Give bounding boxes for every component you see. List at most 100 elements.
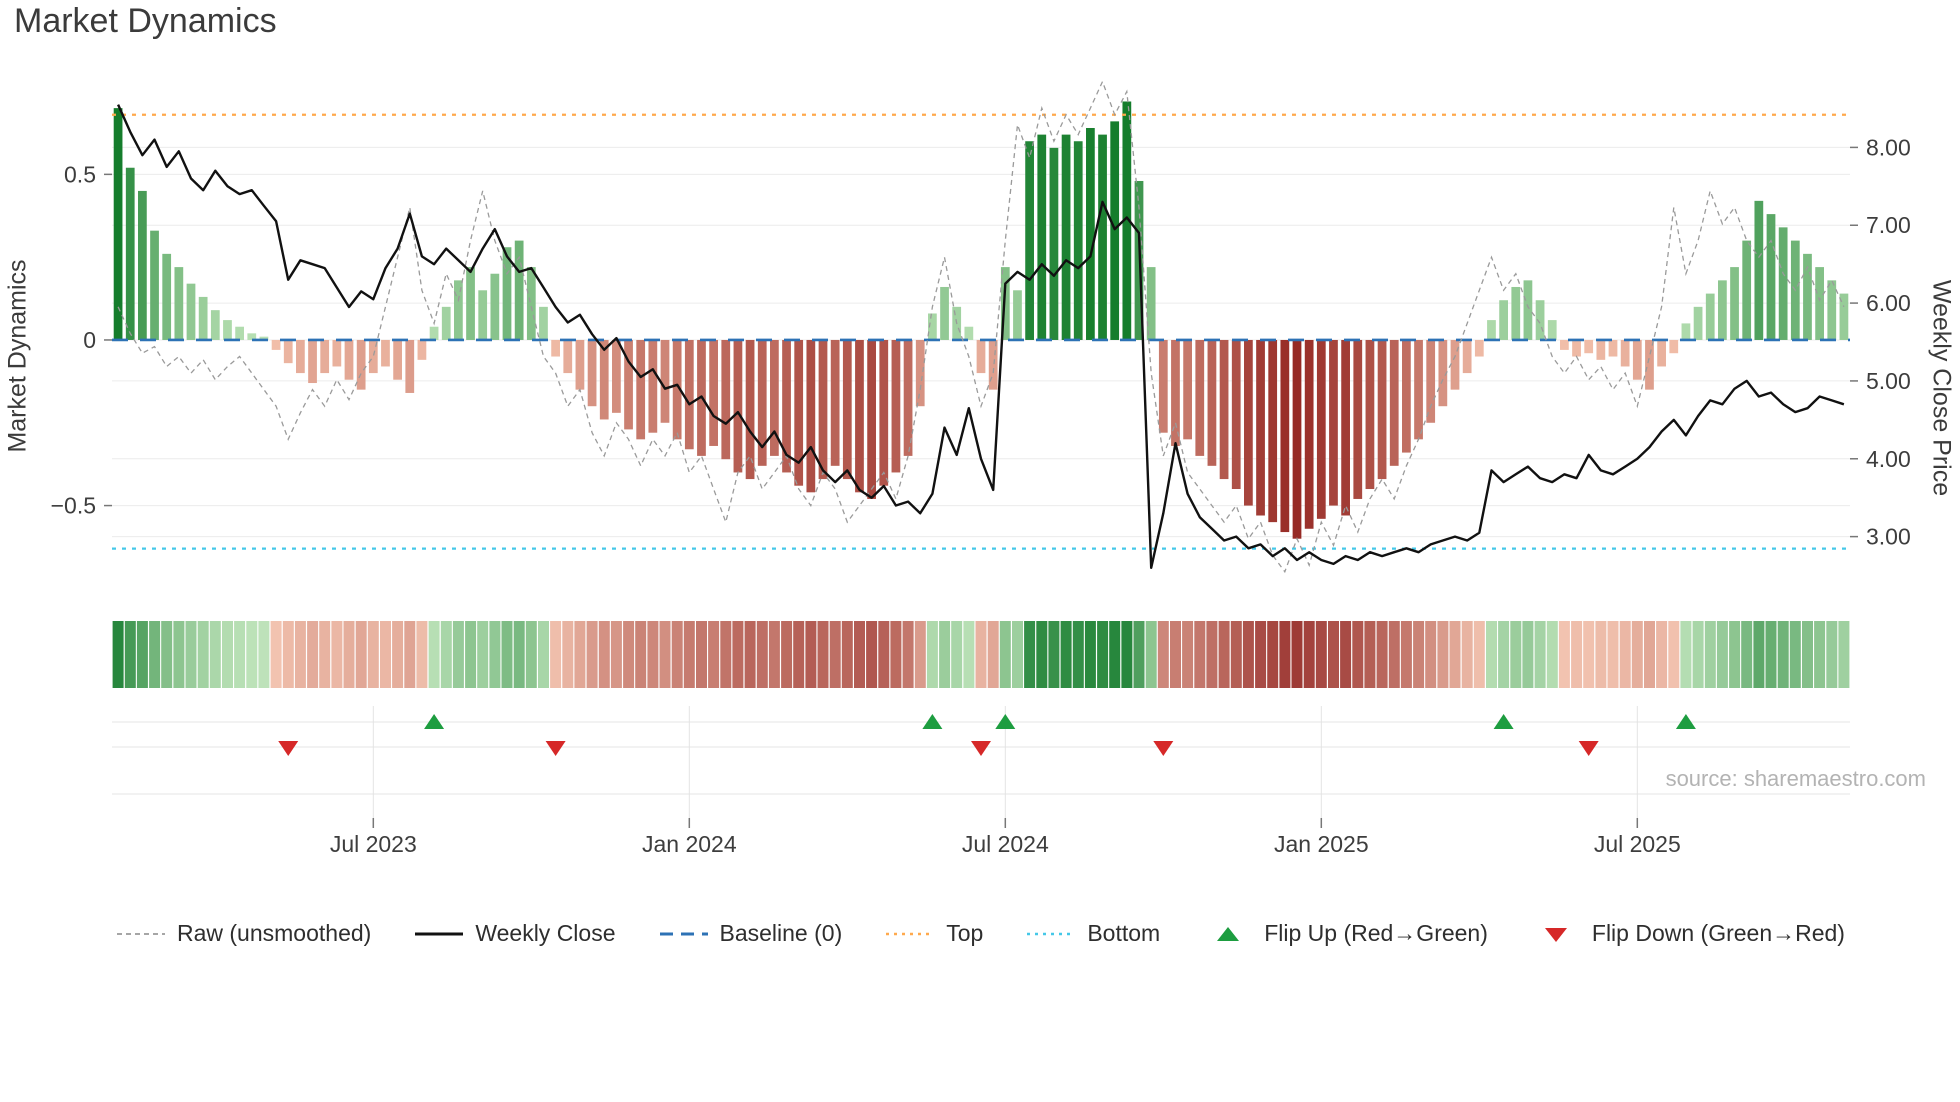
heatmap-cell <box>1741 621 1753 688</box>
oscillator-bar <box>1742 240 1752 340</box>
oscillator-bar <box>429 326 439 340</box>
oscillator-bar <box>1632 339 1642 380</box>
heatmap-cell <box>1583 621 1595 688</box>
oscillator-bar <box>1377 339 1387 480</box>
heatmap-cell <box>222 621 233 688</box>
oscillator-bar <box>1341 339 1350 516</box>
legend-item-flip-down: Flip Down (Green→Red) <box>1530 920 1845 947</box>
heatmap-cell <box>1328 621 1339 688</box>
heatmap-cell <box>1558 621 1570 688</box>
flip-down-marker <box>1578 741 1599 756</box>
heatmap-cell <box>112 621 124 688</box>
heatmap-cell <box>1364 621 1376 688</box>
heatmap-cell <box>902 621 914 688</box>
heatmap-cell <box>829 621 841 688</box>
heatmap-cell <box>513 621 525 688</box>
left-axis-tick-label: 0.5 <box>64 161 96 187</box>
oscillator-bar <box>1280 339 1290 533</box>
oscillator-bar <box>1815 267 1824 340</box>
heatmap-cell <box>610 621 622 688</box>
heatmap-cell <box>1315 621 1327 688</box>
oscillator-bar <box>1268 339 1278 523</box>
heatmap-cell <box>428 621 440 688</box>
heatmap-cell <box>440 621 452 688</box>
heatmap-cell <box>1012 621 1023 688</box>
heatmap-cell <box>598 621 610 688</box>
heatmap-cell <box>1084 621 1096 688</box>
heatmap-cell <box>659 621 671 688</box>
heatmap-cell <box>1279 621 1291 688</box>
oscillator-bar <box>563 339 573 374</box>
oscillator-bar <box>709 339 718 446</box>
market-dynamics-chart: Jul 2023 Jan 2024 Jul 2024 Jan 2025 Jul 2025… <box>51 79 1911 857</box>
heatmap-cell <box>793 621 805 688</box>
oscillator-bar <box>356 339 366 390</box>
oscillator-bar <box>539 306 548 340</box>
oscillator-bar <box>1207 339 1217 466</box>
oscillator-bar <box>928 313 937 340</box>
oscillator-bar <box>964 326 974 340</box>
heatmap-cell <box>1814 621 1826 688</box>
heatmap-cell <box>161 621 173 688</box>
heatmap-cell <box>1777 621 1789 688</box>
oscillator-bar <box>1462 339 1472 374</box>
legend-label: Raw (unsmoothed) <box>177 920 372 946</box>
oscillator-bar <box>1547 320 1557 340</box>
oscillator-bar <box>1657 339 1666 367</box>
raw-line <box>117 79 1845 574</box>
oscillator-bar <box>186 283 196 340</box>
heatmap-cell <box>392 621 404 688</box>
oscillator-bar <box>1061 134 1071 340</box>
oscillator-bar <box>672 339 682 440</box>
heatmap-cell <box>1376 621 1388 688</box>
oscillator-bar <box>1584 339 1594 354</box>
oscillator-bar <box>344 339 354 380</box>
heatmap-cell <box>1267 621 1279 688</box>
heatmap-cell <box>282 621 294 688</box>
heatmap-cell <box>1230 621 1242 688</box>
oscillator-bar <box>1389 339 1399 466</box>
oscillator-bar <box>1219 339 1229 480</box>
right-axis-tick-label: 6.00 <box>1866 290 1911 316</box>
oscillator-bar <box>1438 339 1448 407</box>
oscillator-bar <box>612 339 621 413</box>
legend-item-top: Top <box>884 920 983 947</box>
heatmap-cell <box>1291 621 1303 688</box>
oscillator-bar <box>308 339 317 384</box>
heatmap-cell <box>355 621 367 688</box>
heatmap-cell <box>647 621 659 688</box>
legend-item-bottom: Bottom <box>1025 920 1160 947</box>
x-axis-tick-label: Jan 2025 <box>1274 831 1369 857</box>
oscillator-bar <box>745 339 755 480</box>
flip-up-marker <box>995 714 1016 729</box>
oscillator-bar <box>405 339 415 393</box>
heatmap-cell <box>1619 621 1631 688</box>
oscillator-bar <box>940 286 949 340</box>
heatmap-cell <box>1352 621 1364 688</box>
flip-down-marker <box>545 741 566 756</box>
oscillator-bar <box>1073 141 1083 340</box>
heatmap-cell <box>270 621 282 688</box>
oscillator-bar <box>174 267 184 340</box>
heatmap-cell <box>732 621 744 688</box>
oscillator-bar <box>1171 339 1180 446</box>
oscillator-bar <box>368 339 378 374</box>
heatmap-cell <box>1631 621 1643 688</box>
oscillator-bar <box>1669 339 1679 354</box>
oscillator-bar <box>1037 134 1047 340</box>
oscillator-bar <box>1013 290 1022 340</box>
heatmap-cell <box>380 621 391 688</box>
flip-down-marker <box>1153 741 1174 756</box>
oscillator-bar <box>1511 286 1521 340</box>
oscillator-bar <box>976 339 986 374</box>
oscillator-bar <box>879 339 889 486</box>
heatmap-cell <box>1753 621 1765 688</box>
oscillator-bar <box>1693 306 1703 340</box>
legend-label: Flip Up (Red→Green) <box>1264 920 1488 946</box>
heatmap-cell <box>477 621 489 688</box>
oscillator-bar <box>794 339 804 486</box>
heatmap-cell <box>501 621 513 688</box>
heatmap-cell <box>854 621 865 688</box>
legend-label: Flip Down (Green→Red) <box>1591 920 1845 946</box>
oscillator-bar <box>1316 339 1326 519</box>
